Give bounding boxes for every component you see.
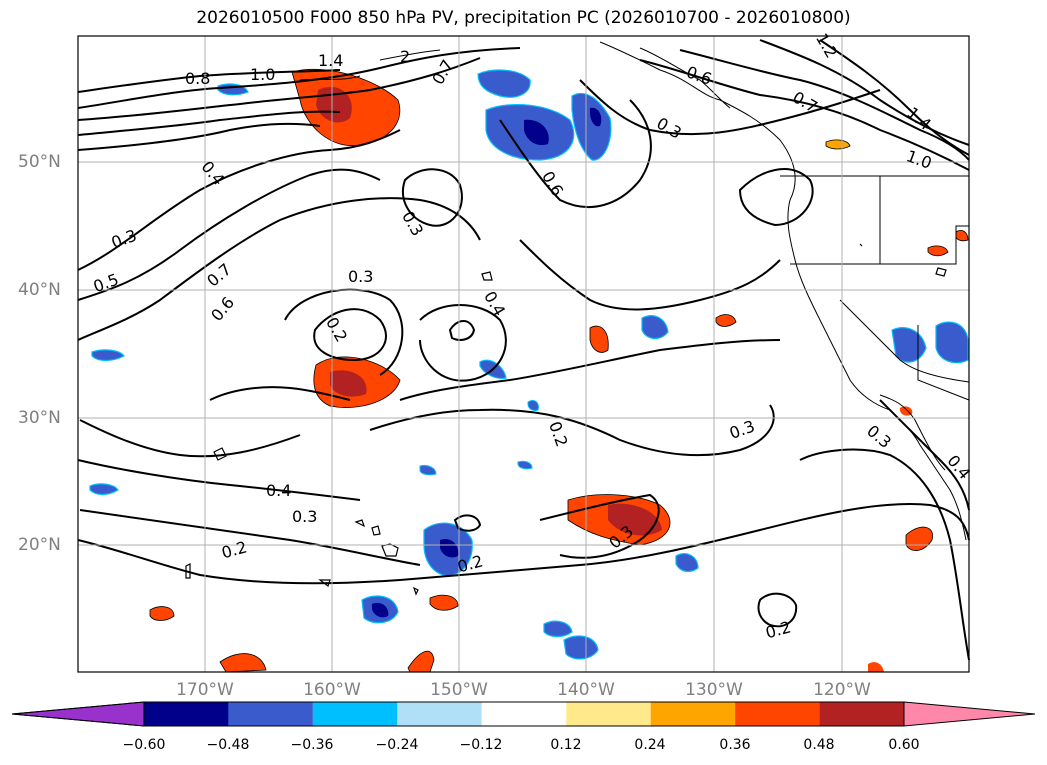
contour-label: 1.0 [250,65,275,84]
colorbar-tick: −0.48 [206,737,250,753]
colorbar-tick: 0.48 [803,737,835,753]
lat-label-50n: 50°N [18,152,61,172]
contour-label: 1.4 [318,51,343,70]
lon-label-160w: 160°W [303,680,361,700]
coastlines [299,41,970,541]
lon-label-150w: 150°W [430,680,488,700]
figure-title: 2026010500 F000 850 hPa PV, precipitatio… [196,8,851,28]
colorbar-tick: −0.60 [122,737,166,753]
contour-label: 0.3 [292,507,317,526]
colorbar-tick: −0.36 [290,737,334,753]
precip-shading [89,68,969,673]
colorbar-tick: 0.36 [719,737,751,753]
islands [185,243,947,596]
contour-label: 2 [400,47,410,66]
lat-label-30n: 30°N [18,408,61,428]
lon-label-140w: 140°W [557,680,615,700]
colorbar-tick: 0.24 [634,737,666,753]
lon-label-130w: 130°W [685,680,743,700]
plot-frame [77,35,970,673]
gridlines [78,36,969,672]
colorbar-tick: −0.24 [375,737,419,753]
contour-label: 0.4 [266,481,291,500]
contour-label: 0.8 [185,69,210,88]
pv-contours [77,39,970,661]
lat-label-20n: 20°N [18,535,61,555]
contour-label: 0.3 [348,267,373,286]
lon-label-120w: 120°W [813,680,871,700]
lat-label-40n: 40°N [18,280,61,300]
colorbar-tick: 0.60 [888,737,920,753]
colorbar-tick: −0.12 [459,737,503,753]
colorbar-tick: 0.12 [550,737,582,753]
lon-label-170w: 170°W [176,680,234,700]
